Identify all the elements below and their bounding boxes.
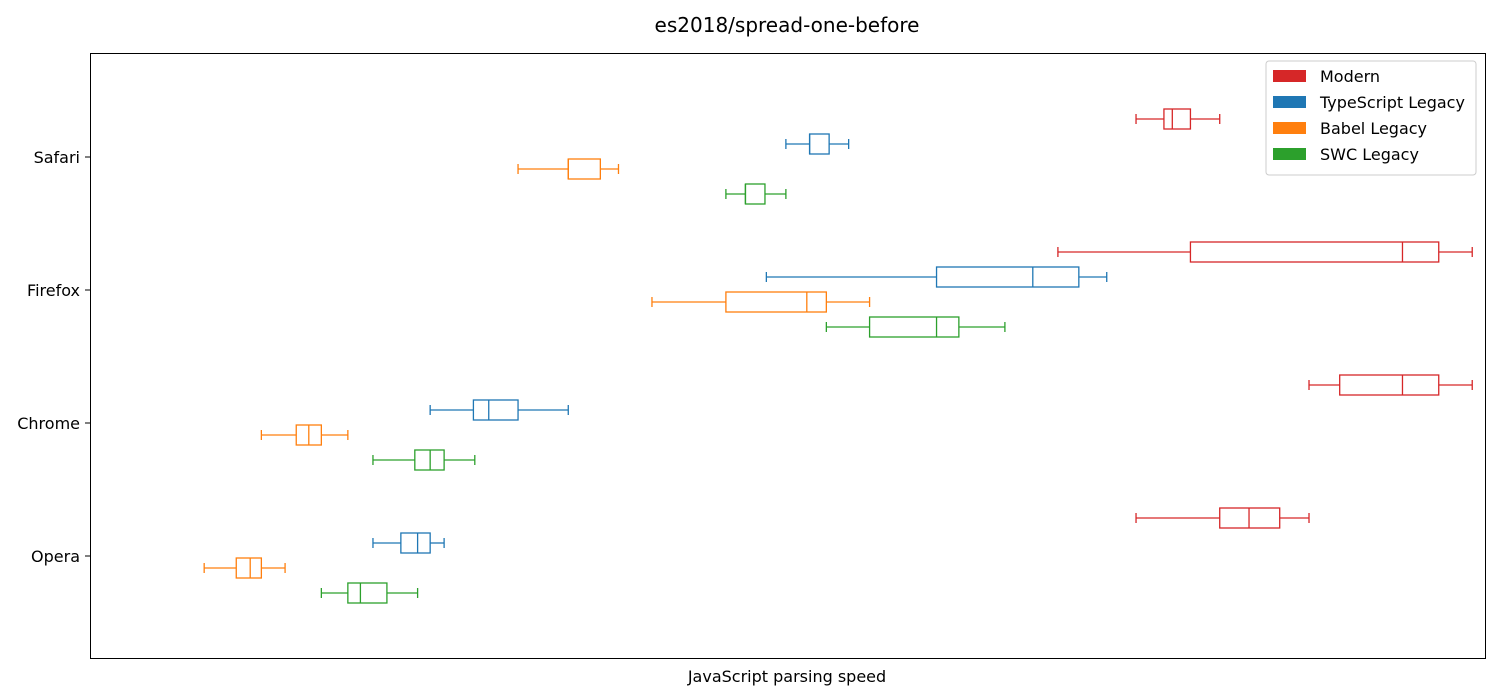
legend-swatch-typescript-legacy	[1273, 96, 1306, 108]
box-swc-legacy-safari	[725, 183, 787, 205]
iqr-box	[725, 291, 827, 313]
iqr-box	[235, 557, 263, 579]
y-tick-label-opera: Opera	[31, 547, 80, 566]
box-modern-chrome	[1308, 374, 1473, 396]
iqr-box	[1189, 241, 1440, 263]
box-typescript-legacy-safari	[785, 133, 850, 155]
legend-frame	[1265, 60, 1477, 176]
legend-label-babel-legacy: Babel Legacy	[1320, 119, 1427, 138]
box-swc-legacy-chrome	[372, 449, 476, 471]
box-babel-legacy-safari	[517, 158, 620, 180]
iqr-box	[744, 183, 766, 205]
plot-area-frame	[90, 53, 1486, 659]
iqr-box	[808, 133, 830, 155]
box-modern-firefox	[1057, 241, 1473, 263]
box-typescript-legacy-chrome	[429, 399, 569, 421]
iqr-box	[935, 266, 1080, 288]
box-babel-legacy-chrome	[260, 424, 349, 446]
y-tick-label-firefox: Firefox	[27, 281, 80, 300]
box-swc-legacy-opera	[320, 582, 419, 604]
iqr-box	[1163, 108, 1192, 130]
y-axis: Safari Firefox Chrome Opera	[17, 148, 90, 566]
iqr-box	[414, 449, 445, 471]
iqr-box	[868, 316, 960, 338]
iqr-box	[1219, 507, 1281, 529]
chart-title: es2018/spread-one-before	[655, 13, 920, 37]
iqr-box	[400, 532, 431, 554]
box-babel-legacy-opera	[203, 557, 286, 579]
legend: Modern TypeScript Legacy Babel Legacy SWC L…	[1265, 60, 1477, 176]
x-axis-label: JavaScript parsing speed	[687, 667, 886, 686]
box-modern-safari	[1135, 108, 1221, 130]
legend-swatch-modern	[1273, 70, 1306, 82]
box-typescript-legacy-firefox	[765, 266, 1108, 288]
legend-label-typescript-legacy: TypeScript Legacy	[1319, 93, 1465, 112]
iqr-box	[472, 399, 519, 421]
iqr-box	[347, 582, 388, 604]
legend-swatch-swc-legacy	[1273, 148, 1306, 160]
legend-label-modern: Modern	[1320, 67, 1380, 86]
boxes-layer	[203, 108, 1473, 604]
y-tick-label-safari: Safari	[34, 148, 80, 167]
iqr-box	[1339, 374, 1440, 396]
box-typescript-legacy-opera	[372, 532, 445, 554]
legend-label-swc-legacy: SWC Legacy	[1320, 145, 1419, 164]
iqr-box	[567, 158, 602, 180]
legend-swatch-babel-legacy	[1273, 122, 1306, 134]
y-tick-label-chrome: Chrome	[17, 414, 80, 433]
box-swc-legacy-firefox	[825, 316, 1006, 338]
box-modern-opera	[1135, 507, 1310, 529]
box-babel-legacy-firefox	[651, 291, 871, 313]
